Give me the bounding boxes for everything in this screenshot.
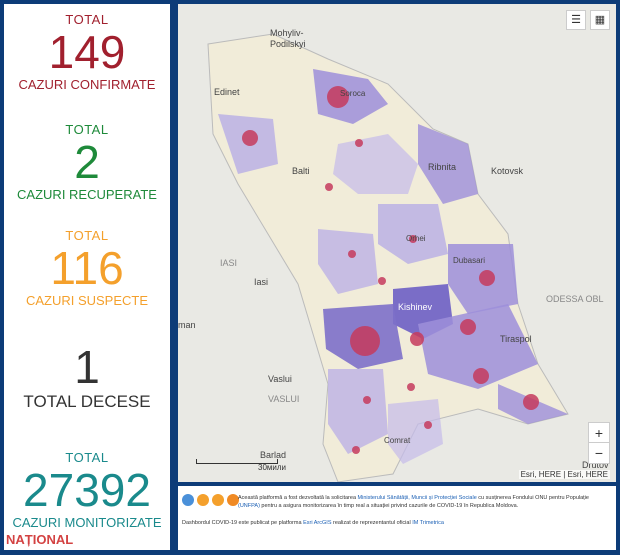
district-comrat[interactable] bbox=[388, 399, 443, 464]
case-marker[interactable] bbox=[242, 130, 258, 146]
case-marker[interactable] bbox=[325, 183, 333, 191]
footer-text: realizat de reprezentantul oficial bbox=[331, 520, 413, 526]
district-south[interactable] bbox=[328, 369, 388, 454]
map-label: Drutov bbox=[582, 460, 609, 470]
map-label: VASLUI bbox=[268, 394, 300, 404]
stat-value: 2 bbox=[74, 136, 100, 188]
stat-label-bottom: CAZURI MONITORIZATE bbox=[12, 515, 162, 530]
stat-value: 1 bbox=[74, 341, 100, 393]
case-marker[interactable] bbox=[479, 270, 495, 286]
case-marker[interactable] bbox=[409, 235, 417, 243]
map-label: Edinet bbox=[214, 87, 240, 97]
map-label: IASI bbox=[220, 258, 238, 268]
stat-confirmed: TOTAL 149 CAZURI CONFIRMATE bbox=[4, 12, 170, 92]
stat-label-top: TOTAL bbox=[65, 450, 109, 465]
stat-recovered: TOTAL 2 CAZURI RECUPERATE bbox=[4, 122, 170, 202]
map-label: ODESSA OBL bbox=[546, 294, 604, 304]
map-label: man bbox=[178, 320, 196, 330]
case-marker[interactable] bbox=[410, 332, 424, 346]
footer-text: cu susținerea Fondului ONU pentru Popula… bbox=[476, 495, 589, 501]
map-label: Balti bbox=[292, 166, 310, 176]
map-label: Tiraspol bbox=[500, 334, 532, 344]
map-label: Mohyliv- bbox=[270, 28, 304, 38]
map-label: Dubasari bbox=[453, 256, 486, 265]
map-canvas[interactable] bbox=[178, 4, 616, 482]
list-icon: ☰ bbox=[571, 14, 581, 26]
partner-logos bbox=[182, 494, 239, 506]
case-marker[interactable] bbox=[355, 139, 363, 147]
scale-bar bbox=[196, 459, 278, 464]
stat-label-bottom: CAZURI SUSPECTE bbox=[25, 293, 149, 308]
stat-suspected: TOTAL 116 CAZURI SUSPECTE bbox=[4, 228, 170, 308]
zoom-out-button[interactable]: − bbox=[588, 442, 610, 464]
footer-text: Dashbordul COVID-19 este publicat pe pla… bbox=[182, 520, 304, 526]
stat-label-bottom: TOTAL DECESE bbox=[23, 392, 151, 411]
case-marker[interactable] bbox=[424, 421, 432, 429]
case-marker[interactable] bbox=[460, 319, 476, 335]
case-marker[interactable] bbox=[352, 446, 360, 454]
map-label: Barlad bbox=[260, 450, 287, 460]
footer-description: Această platformă a fost dezvoltată la s… bbox=[238, 494, 608, 510]
partner-logo-icon bbox=[227, 494, 239, 506]
map-label: Kotovsk bbox=[491, 166, 524, 176]
esri-link[interactable]: Esri ArcGIS bbox=[303, 520, 332, 526]
map-label: Podilskyi bbox=[270, 39, 306, 49]
district-tiraspol[interactable] bbox=[418, 304, 538, 389]
map-label: Soroca bbox=[340, 89, 366, 98]
stat-label-top: TOTAL bbox=[65, 122, 109, 137]
map-label: Orhei bbox=[406, 234, 426, 243]
stat-label-bottom: CAZURI RECUPERATE bbox=[17, 187, 157, 202]
zoom-in-button[interactable]: + bbox=[588, 422, 610, 444]
stat-label-top: TOTAL bbox=[65, 12, 109, 27]
stat-label-top: TOTAL bbox=[65, 228, 109, 243]
district-west[interactable] bbox=[318, 229, 378, 294]
partner-logo-icon bbox=[212, 494, 224, 506]
case-marker[interactable] bbox=[363, 396, 371, 404]
trimetrica-link[interactable]: IM Trimetrica bbox=[412, 520, 444, 526]
stat-label-bottom: CAZURI CONFIRMATE bbox=[18, 77, 156, 92]
map-attribution: Esri, HERE | Esri, HERE bbox=[518, 470, 610, 479]
unfpa-link[interactable]: (UNFPA) bbox=[238, 503, 260, 509]
unfpa-logo-icon bbox=[197, 494, 209, 506]
case-marker[interactable] bbox=[378, 277, 386, 285]
map-label: Kishinev bbox=[398, 302, 433, 312]
stat-value: 27392 bbox=[23, 464, 151, 516]
case-marker[interactable] bbox=[348, 250, 356, 258]
qr-code-icon: ▦ bbox=[594, 14, 606, 26]
district-soroca[interactable] bbox=[313, 69, 388, 124]
map-label: Iasi bbox=[254, 277, 269, 287]
footer-text: Această platformă a fost dezvoltată la s… bbox=[238, 495, 358, 501]
stat-deaths: 1 TOTAL DECESE bbox=[4, 342, 170, 412]
stat-monitored: TOTAL 27392 CAZURI MONITORIZATE bbox=[4, 450, 170, 530]
watermark-logo: NAȚIONAL bbox=[6, 532, 74, 547]
district-orhei[interactable] bbox=[378, 204, 448, 264]
stat-value: 116 bbox=[50, 242, 124, 294]
district-ribnita[interactable] bbox=[418, 124, 478, 204]
case-marker[interactable] bbox=[523, 394, 539, 410]
footer-panel: Această platformă a fost dezvoltată la s… bbox=[178, 486, 616, 550]
case-marker[interactable] bbox=[473, 368, 489, 384]
map-label: Comrat bbox=[384, 436, 411, 445]
stats-panel: TOTAL 149 CAZURI CONFIRMATE TOTAL 2 CAZU… bbox=[4, 4, 170, 550]
map-view[interactable]: Mohyliv- Podilskyi Edinet Soroca Balti R… bbox=[178, 4, 616, 482]
map-label: Ribnita bbox=[428, 162, 457, 172]
case-marker-soroca[interactable] bbox=[327, 86, 349, 108]
case-marker[interactable] bbox=[407, 383, 415, 391]
footer-text: pentru a asigura monitorizarea în timp r… bbox=[259, 503, 519, 509]
ministry-link[interactable]: Ministerului Sănătății, Muncii și Protec… bbox=[357, 495, 477, 501]
district-center-north[interactable] bbox=[333, 134, 418, 194]
legend-toggle-button[interactable]: ☰ bbox=[566, 10, 586, 30]
qr-button[interactable]: ▦ bbox=[590, 10, 610, 30]
map-label: Vaslui bbox=[268, 374, 292, 384]
case-marker-hincesti[interactable] bbox=[350, 326, 380, 356]
footer-credits: Dashbordul COVID-19 este publicat pe pla… bbox=[182, 520, 602, 526]
scale-label: 30мили bbox=[258, 463, 287, 472]
un-logo-icon bbox=[182, 494, 194, 506]
stat-value: 149 bbox=[48, 26, 126, 78]
